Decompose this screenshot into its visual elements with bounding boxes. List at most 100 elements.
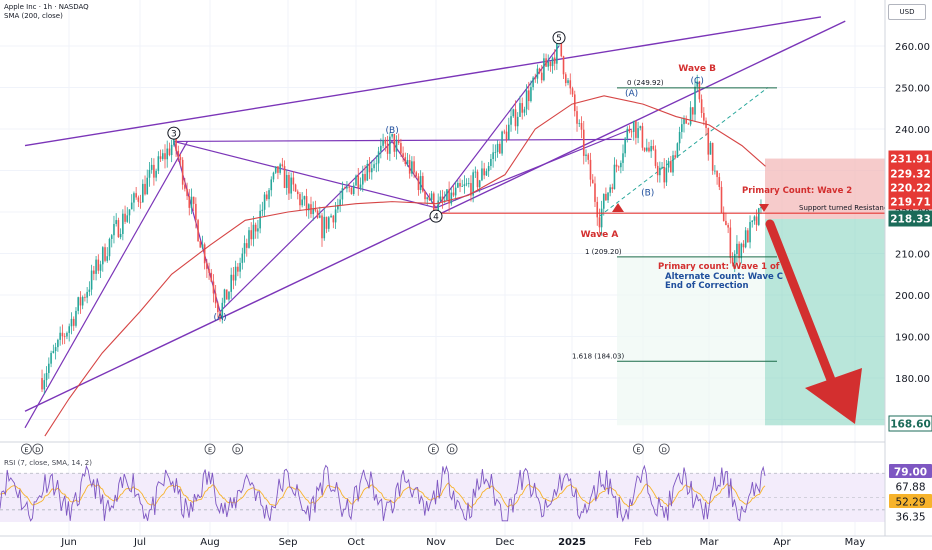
- price-candle-body: [707, 127, 710, 155]
- price-candle-body: [203, 244, 206, 264]
- price-candle-body: [93, 270, 95, 274]
- wave-label: (B): [641, 188, 654, 198]
- price-candle-body: [635, 121, 637, 138]
- horizontal-wave-line: [173, 138, 632, 143]
- price-candle-body: [292, 177, 295, 185]
- price-candle-body: [119, 233, 122, 238]
- x-tick-label: Mar: [700, 537, 720, 548]
- price-candle-body: [66, 332, 68, 337]
- price-candle-body: [624, 138, 626, 154]
- price-candle-body: [461, 186, 464, 187]
- y-tick-label: 180.00: [895, 374, 930, 385]
- price-candle-body: [605, 193, 607, 201]
- triangle-top-line: [173, 140, 437, 209]
- wave-b-line: [219, 141, 393, 313]
- price-candle-body: [142, 183, 144, 203]
- price-candle-body: [419, 176, 422, 191]
- price-candle-body: [602, 193, 605, 209]
- price-candle-body: [90, 270, 93, 290]
- price-candle-body: [404, 157, 407, 165]
- price-candle-body: [371, 168, 373, 173]
- event-marker: E: [204, 443, 216, 455]
- y-tick-label: 240.00: [895, 125, 930, 136]
- wave-label: 5: [552, 31, 566, 45]
- price-candle-body: [408, 160, 411, 174]
- price-candle-body: [532, 77, 534, 88]
- price-candle-body: [661, 166, 663, 168]
- price-candle-body: [188, 196, 191, 208]
- price-candle-body: [177, 150, 180, 158]
- price-candle-body: [487, 166, 490, 172]
- event-marker-text: E: [431, 446, 435, 454]
- x-tick-label: May: [845, 537, 866, 548]
- price-candle-body: [685, 118, 688, 124]
- correction-range-zone: [617, 256, 765, 426]
- wave-label: Wave B: [678, 64, 716, 74]
- wave-label-text: (C): [691, 76, 704, 86]
- price-candle-body: [68, 326, 71, 333]
- price-candle-body: [377, 151, 380, 164]
- annotation-primary-wave-2: Primary Count: Wave 2: [742, 186, 852, 196]
- wave-label-circle: [552, 31, 566, 45]
- price-candle-body: [153, 164, 155, 178]
- target-arrow-shaft: [765, 219, 840, 395]
- price-candle-body: [654, 149, 657, 166]
- price-candle-body: [364, 174, 366, 181]
- price-candle-body: [135, 193, 137, 198]
- price-candle-body: [630, 131, 633, 133]
- price-candle-body: [411, 161, 413, 174]
- y-tick-label: 210.00: [895, 250, 930, 261]
- rsi-tag-box: [889, 494, 932, 508]
- price-candle-body: [397, 140, 400, 144]
- price-candle-body: [305, 196, 308, 211]
- x-tick-label: Aug: [200, 537, 220, 548]
- price-candle-body: [230, 274, 232, 292]
- price-candle-body: [652, 146, 655, 150]
- rsi-sma-line: [0, 482, 766, 509]
- price-candle-body: [607, 192, 609, 201]
- rsi-axis-tag: 36.35: [889, 509, 932, 524]
- price-candle-body: [122, 213, 124, 234]
- price-candle-body: [219, 312, 221, 320]
- price-candle-body: [591, 179, 594, 184]
- price-candle-body: [382, 140, 384, 146]
- wave-label: 4: [429, 209, 443, 223]
- price-candle-body: [534, 77, 537, 79]
- wave-label: (B): [386, 126, 399, 136]
- price-candle-body: [266, 194, 268, 200]
- rsi-line: [0, 464, 766, 523]
- price-candle-body: [564, 74, 567, 84]
- wave-label-text: (B): [386, 126, 399, 136]
- price-candle-body: [617, 166, 620, 168]
- annotation-alternate-count: Alternate Count: Wave C: [665, 272, 783, 282]
- price-candle-body: [736, 243, 738, 255]
- price-candle-body: [481, 168, 483, 181]
- price-candle-body: [452, 192, 455, 196]
- price-candle-body: [366, 163, 369, 181]
- price-candle-body: [670, 161, 672, 173]
- price-candle-body: [709, 142, 712, 155]
- currency-button[interactable]: USD: [888, 4, 926, 20]
- rsi-tag-box: [889, 464, 932, 478]
- price-candle-body: [571, 88, 574, 95]
- price-candle-body: [582, 129, 585, 156]
- wave-a-marker: [612, 203, 624, 212]
- price-candle-body: [288, 175, 290, 194]
- price-candle-body: [70, 318, 73, 327]
- price-tag-target: 168.60: [888, 415, 932, 432]
- rsi-axis-tag: 52.29: [889, 494, 932, 509]
- price-candle-body: [343, 188, 346, 189]
- price-candle-body: [573, 94, 576, 112]
- price-candle-body: [281, 164, 284, 167]
- price-candle-body: [683, 118, 685, 125]
- price-candle-body: [155, 170, 157, 178]
- price-candle-body: [727, 225, 729, 228]
- price-candle-body: [674, 155, 677, 158]
- price-candle-body: [450, 192, 453, 204]
- price-candle-body: [232, 274, 235, 281]
- price-candle-body: [389, 136, 391, 154]
- price-candle-body: [72, 318, 75, 326]
- price-candle-body: [339, 199, 341, 206]
- wave-label-text: (B): [641, 188, 654, 198]
